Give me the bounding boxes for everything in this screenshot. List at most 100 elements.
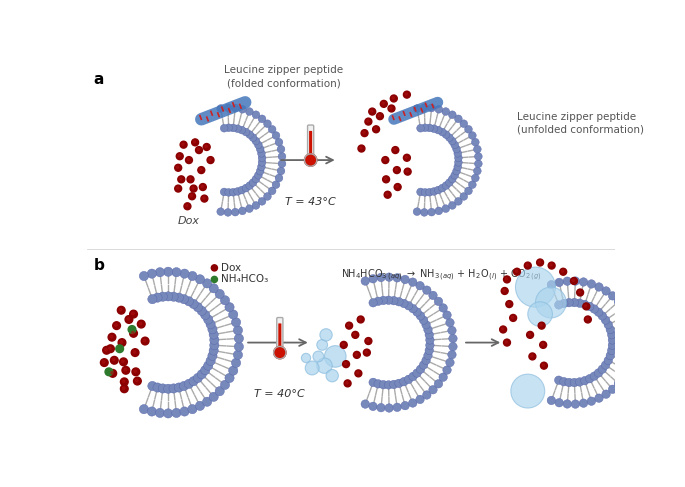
Circle shape xyxy=(264,192,271,200)
Circle shape xyxy=(103,346,110,354)
Circle shape xyxy=(395,169,397,170)
Circle shape xyxy=(197,306,206,316)
Circle shape xyxy=(511,316,514,318)
Circle shape xyxy=(503,276,510,283)
Circle shape xyxy=(392,147,399,153)
Circle shape xyxy=(205,145,208,148)
Circle shape xyxy=(413,308,421,316)
Circle shape xyxy=(369,108,375,115)
Circle shape xyxy=(184,297,194,306)
Circle shape xyxy=(275,174,283,182)
Circle shape xyxy=(438,184,446,192)
Circle shape xyxy=(129,310,138,318)
Circle shape xyxy=(264,120,271,128)
Circle shape xyxy=(555,398,564,407)
Circle shape xyxy=(365,351,367,353)
Circle shape xyxy=(409,304,417,313)
Circle shape xyxy=(587,280,596,288)
Circle shape xyxy=(435,207,443,215)
Circle shape xyxy=(198,167,205,173)
Circle shape xyxy=(178,176,185,183)
Circle shape xyxy=(623,366,632,375)
Circle shape xyxy=(242,128,250,136)
Text: b: b xyxy=(93,258,104,273)
Circle shape xyxy=(186,205,188,207)
Circle shape xyxy=(423,286,431,294)
Circle shape xyxy=(563,277,571,285)
Circle shape xyxy=(570,299,579,307)
Circle shape xyxy=(217,208,225,215)
Circle shape xyxy=(448,326,456,335)
Circle shape xyxy=(442,205,449,212)
Circle shape xyxy=(510,315,516,321)
Circle shape xyxy=(346,322,353,329)
Circle shape xyxy=(206,319,215,329)
Text: a: a xyxy=(93,72,104,87)
Circle shape xyxy=(374,128,377,130)
Circle shape xyxy=(390,95,397,102)
Circle shape xyxy=(320,329,332,341)
Circle shape xyxy=(527,302,552,326)
Circle shape xyxy=(109,370,116,377)
Circle shape xyxy=(570,378,579,387)
Circle shape xyxy=(455,154,462,162)
Circle shape xyxy=(190,185,197,192)
Circle shape xyxy=(408,399,417,407)
Circle shape xyxy=(316,339,327,350)
Circle shape xyxy=(188,177,191,180)
Circle shape xyxy=(203,144,210,150)
Circle shape xyxy=(586,302,594,311)
Circle shape xyxy=(429,386,437,394)
Circle shape xyxy=(393,403,401,412)
Circle shape xyxy=(584,316,591,323)
Circle shape xyxy=(393,148,396,150)
Circle shape xyxy=(304,154,316,166)
Circle shape xyxy=(448,351,456,359)
Circle shape xyxy=(608,385,616,393)
Text: T = 43°C: T = 43°C xyxy=(285,197,336,207)
Circle shape xyxy=(404,301,413,310)
Circle shape xyxy=(187,158,190,161)
Circle shape xyxy=(199,169,202,170)
Circle shape xyxy=(562,270,564,272)
Circle shape xyxy=(124,368,127,371)
Circle shape xyxy=(399,377,408,386)
Circle shape xyxy=(238,105,247,113)
Circle shape xyxy=(434,186,442,194)
FancyBboxPatch shape xyxy=(309,131,312,155)
Circle shape xyxy=(277,167,285,175)
Circle shape xyxy=(108,347,111,350)
Circle shape xyxy=(379,380,388,389)
Circle shape xyxy=(384,191,391,198)
Circle shape xyxy=(201,195,208,202)
Circle shape xyxy=(434,297,443,305)
Circle shape xyxy=(425,124,434,132)
Text: T = 40°C: T = 40°C xyxy=(254,389,306,399)
Circle shape xyxy=(148,381,157,391)
Circle shape xyxy=(580,300,589,309)
Circle shape xyxy=(443,131,450,138)
Circle shape xyxy=(197,148,199,150)
Circle shape xyxy=(234,350,242,359)
Circle shape xyxy=(139,271,149,281)
Circle shape xyxy=(153,293,162,302)
Circle shape xyxy=(396,185,398,187)
Circle shape xyxy=(413,369,421,377)
Circle shape xyxy=(209,346,219,355)
Circle shape xyxy=(577,289,584,296)
Circle shape xyxy=(132,368,140,375)
Circle shape xyxy=(238,207,247,215)
Circle shape xyxy=(416,124,425,132)
Circle shape xyxy=(580,278,588,286)
Circle shape xyxy=(176,187,179,189)
Circle shape xyxy=(586,318,588,320)
Circle shape xyxy=(423,391,431,399)
Circle shape xyxy=(342,343,345,345)
Circle shape xyxy=(188,271,197,281)
Circle shape xyxy=(385,404,393,412)
Circle shape xyxy=(256,145,264,153)
Circle shape xyxy=(430,187,438,195)
Circle shape xyxy=(395,298,403,306)
Circle shape xyxy=(242,184,250,192)
Circle shape xyxy=(627,358,635,367)
